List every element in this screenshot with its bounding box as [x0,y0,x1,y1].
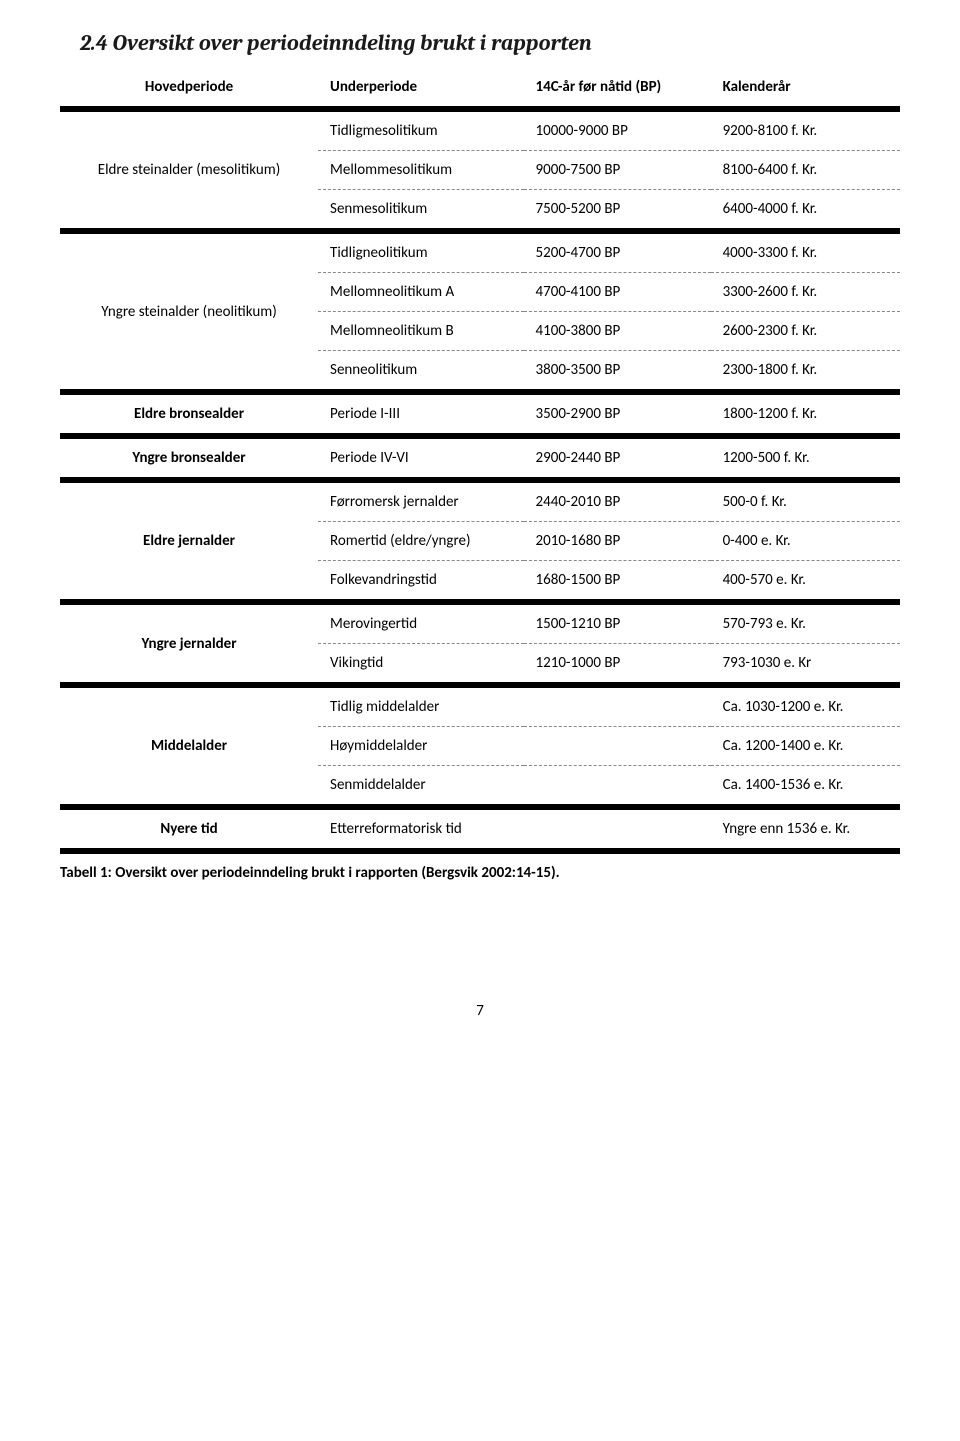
main-period-cell: Yngre bronsealder [60,436,318,480]
col-underperiode: Underperiode [318,70,523,109]
calendar-cell: Ca. 1200-1400 e. Kr. [711,727,900,766]
bp-cell: 2900-2440 BP [524,436,711,480]
calendar-cell: 1800-1200 f. Kr. [711,392,900,436]
bp-cell: 1500-1210 BP [524,602,711,644]
bp-cell [524,727,711,766]
table-row: Eldre steinalder (mesolitikum)Tidligmeso… [60,109,900,151]
calendar-cell: Ca. 1400-1536 e. Kr. [711,766,900,808]
table-caption: Tabell 1: Oversikt over periodeinndeling… [60,864,900,882]
bp-cell [524,685,711,727]
bp-cell [524,807,711,851]
calendar-cell: Yngre enn 1536 e. Kr. [711,807,900,851]
calendar-cell: 0-400 e. Kr. [711,522,900,561]
sub-period-cell: Tidligmesolitikum [318,109,523,151]
bp-cell: 7500-5200 BP [524,190,711,232]
calendar-cell: 793-1030 e. Kr [711,644,900,686]
col-hovedperiode: Hovedperiode [60,70,318,109]
calendar-cell: 400-570 e. Kr. [711,561,900,603]
sub-period-cell: Etterreformatorisk tid [318,807,523,851]
period-table: Hovedperiode Underperiode 14C-år før nåt… [60,70,900,854]
bp-cell: 2440-2010 BP [524,480,711,522]
main-period-cell: Middelalder [60,685,318,807]
main-period-cell: Yngre jernalder [60,602,318,685]
main-period-cell: Eldre jernalder [60,480,318,602]
bp-cell: 3500-2900 BP [524,392,711,436]
bp-cell [524,766,711,808]
calendar-cell: 570-793 e. Kr. [711,602,900,644]
table-row: Yngre jernalderMerovingertid1500-1210 BP… [60,602,900,644]
table-row: Eldre jernalderFørromersk jernalder2440-… [60,480,900,522]
sub-period-cell: Senmiddelalder [318,766,523,808]
calendar-cell: 2600-2300 f. Kr. [711,312,900,351]
table-row: MiddelalderTidlig middelalderCa. 1030-12… [60,685,900,727]
bp-cell: 9000-7500 BP [524,151,711,190]
page-number: 7 [60,1002,900,1020]
sub-period-cell: Folkevandringstid [318,561,523,603]
sub-period-cell: Tidligneolitikum [318,231,523,273]
bp-cell: 4100-3800 BP [524,312,711,351]
sub-period-cell: Periode I-III [318,392,523,436]
sub-period-cell: Senneolitikum [318,351,523,393]
main-period-cell: Eldre steinalder (mesolitikum) [60,109,318,231]
sub-period-cell: Tidlig middelalder [318,685,523,727]
section-heading: 2.4 Oversikt over periodeinndeling brukt… [60,30,900,56]
sub-period-cell: Vikingtid [318,644,523,686]
sub-period-cell: Periode IV-VI [318,436,523,480]
calendar-cell: 6400-4000 f. Kr. [711,190,900,232]
main-period-cell: Yngre steinalder (neolitikum) [60,231,318,392]
main-period-cell: Nyere tid [60,807,318,851]
calendar-cell: Ca. 1030-1200 e. Kr. [711,685,900,727]
calendar-cell: 8100-6400 f. Kr. [711,151,900,190]
sub-period-cell: Romertid (eldre/yngre) [318,522,523,561]
table-row: Yngre steinalder (neolitikum)Tidligneoli… [60,231,900,273]
calendar-cell: 500-0 f. Kr. [711,480,900,522]
table-row: Eldre bronsealderPeriode I-III3500-2900 … [60,392,900,436]
calendar-cell: 3300-2600 f. Kr. [711,273,900,312]
sub-period-cell: Mellommesolitikum [318,151,523,190]
bp-cell: 4700-4100 BP [524,273,711,312]
sub-period-cell: Mellomneolitikum A [318,273,523,312]
main-period-cell: Eldre bronsealder [60,392,318,436]
bp-cell: 1210-1000 BP [524,644,711,686]
bp-cell: 2010-1680 BP [524,522,711,561]
bp-cell: 5200-4700 BP [524,231,711,273]
calendar-cell: 9200-8100 f. Kr. [711,109,900,151]
sub-period-cell: Senmesolitikum [318,190,523,232]
col-kalender: Kalenderår [711,70,900,109]
bp-cell: 3800-3500 BP [524,351,711,393]
sub-period-cell: Mellomneolitikum B [318,312,523,351]
bp-cell: 10000-9000 BP [524,109,711,151]
sub-period-cell: Merovingertid [318,602,523,644]
calendar-cell: 4000-3300 f. Kr. [711,231,900,273]
col-bp: 14C-år før nåtid (BP) [524,70,711,109]
table-row: Yngre bronsealderPeriode IV-VI2900-2440 … [60,436,900,480]
table-row: Nyere tidEtterreformatorisk tid Yngre enn… [60,807,900,851]
bp-cell: 1680-1500 BP [524,561,711,603]
sub-period-cell: Høymiddelalder [318,727,523,766]
calendar-cell: 1200-500 f. Kr. [711,436,900,480]
calendar-cell: 2300-1800 f. Kr. [711,351,900,393]
sub-period-cell: Førromersk jernalder [318,480,523,522]
table-header-row: Hovedperiode Underperiode 14C-år før nåt… [60,70,900,109]
